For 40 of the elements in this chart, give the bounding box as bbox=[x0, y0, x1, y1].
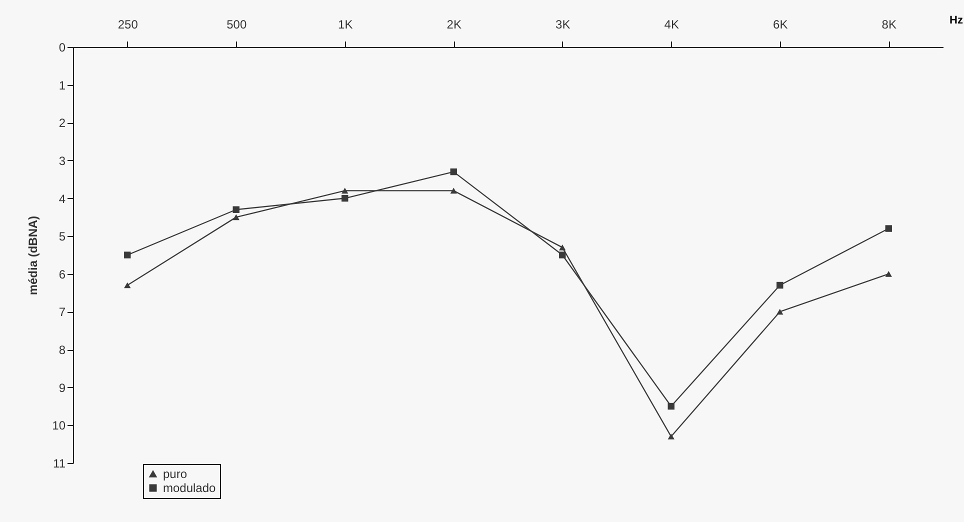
legend-label: modulado bbox=[163, 481, 216, 495]
y-tick-label: 8 bbox=[58, 343, 66, 358]
x-tick-label: 1K bbox=[338, 18, 353, 32]
point bbox=[668, 434, 674, 440]
point bbox=[232, 214, 240, 220]
point bbox=[232, 206, 240, 213]
x-tick-label: 250 bbox=[118, 18, 138, 32]
y-tick-label: 9 bbox=[58, 380, 66, 395]
point bbox=[776, 308, 784, 315]
point bbox=[450, 168, 457, 176]
y-tick-label: 0 bbox=[58, 40, 66, 54]
y-tick-label: 6 bbox=[58, 267, 66, 282]
x-tick-label: 4K bbox=[664, 18, 679, 32]
y-tick-label: 5 bbox=[58, 230, 66, 244]
point bbox=[559, 252, 566, 258]
x-tick-label: 6K bbox=[773, 18, 788, 32]
point bbox=[342, 194, 348, 202]
x-tick-label: 8K bbox=[882, 18, 896, 32]
y-tick-label: 4 bbox=[58, 192, 66, 206]
point bbox=[776, 282, 784, 289]
point bbox=[124, 282, 131, 288]
x-tick-label: 2K bbox=[446, 18, 462, 32]
point bbox=[342, 188, 348, 194]
x-axis-title: Hz bbox=[950, 14, 964, 26]
y-tick-label: 7 bbox=[58, 305, 66, 320]
point bbox=[450, 188, 457, 194]
point bbox=[885, 225, 892, 232]
y-tick-label: 11 bbox=[53, 456, 66, 470]
point bbox=[885, 271, 892, 277]
point bbox=[559, 244, 566, 250]
x-tick-label: 500 bbox=[226, 18, 247, 32]
y-tick-label: 3 bbox=[58, 154, 66, 168]
legend-label: puro bbox=[163, 467, 188, 481]
x-tick-label: 3K bbox=[556, 18, 570, 32]
point bbox=[668, 402, 674, 410]
y-axis-title: média (dBNA) bbox=[26, 216, 40, 296]
y-tick-label: 10 bbox=[52, 418, 66, 433]
y-tick-label: 1 bbox=[58, 78, 66, 92]
point bbox=[124, 252, 131, 258]
y-tick-label: 2 bbox=[58, 116, 66, 130]
